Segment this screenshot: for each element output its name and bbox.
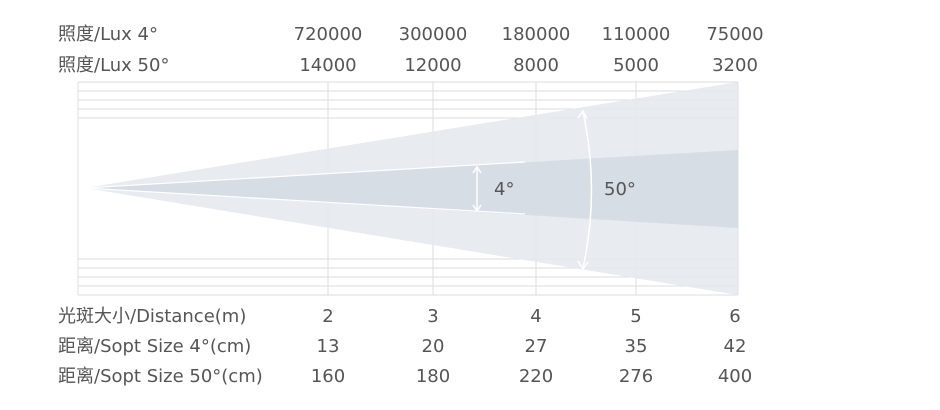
cell-value: 110000 — [602, 24, 671, 45]
arrow — [577, 109, 589, 271]
cell-value: 35 — [625, 336, 648, 357]
cell-value: 8000 — [513, 55, 559, 76]
beam-edge — [84, 161, 526, 189]
cell-value: 5 — [630, 306, 641, 327]
cell-value: 276 — [619, 366, 653, 387]
cell-value: 5000 — [613, 55, 659, 76]
cell-value: 27 — [525, 336, 548, 357]
cell-value: 20 — [422, 336, 445, 357]
cell-value: 180000 — [502, 24, 571, 45]
row-label: 照度/Lux 4° — [58, 24, 158, 45]
angle-label: 4° — [494, 179, 514, 200]
cell-value: 220 — [519, 366, 553, 387]
angle-label: 50° — [604, 179, 636, 200]
cell-value: 6 — [729, 306, 740, 327]
row-label: 距离/Sopt Size 50°(cm) — [58, 366, 263, 387]
narrow-beam — [85, 150, 738, 228]
cell-value: 12000 — [404, 55, 461, 76]
cell-value: 75000 — [706, 24, 763, 45]
cell-value: 160 — [311, 366, 345, 387]
angle-markers — [472, 109, 593, 271]
cell-value: 42 — [724, 336, 747, 357]
cell-value: 3200 — [712, 55, 758, 76]
wide-arc — [582, 111, 593, 269]
row-label: 光斑大小/Distance(m) — [58, 306, 246, 327]
cell-value: 180 — [416, 366, 450, 387]
cell-value: 2 — [322, 306, 333, 327]
cell-value: 400 — [718, 366, 752, 387]
cell-value: 300000 — [399, 24, 468, 45]
cell-value: 720000 — [294, 24, 363, 45]
beam-edge — [84, 187, 526, 215]
row-label: 距离/Sopt Size 4°(cm) — [58, 336, 251, 357]
cell-value: 3 — [427, 306, 438, 327]
cell-value: 14000 — [299, 55, 356, 76]
cell-value: 4 — [530, 306, 541, 327]
row-label: 照度/Lux 50° — [58, 55, 169, 76]
cell-value: 13 — [317, 336, 340, 357]
arrow — [472, 165, 482, 213]
